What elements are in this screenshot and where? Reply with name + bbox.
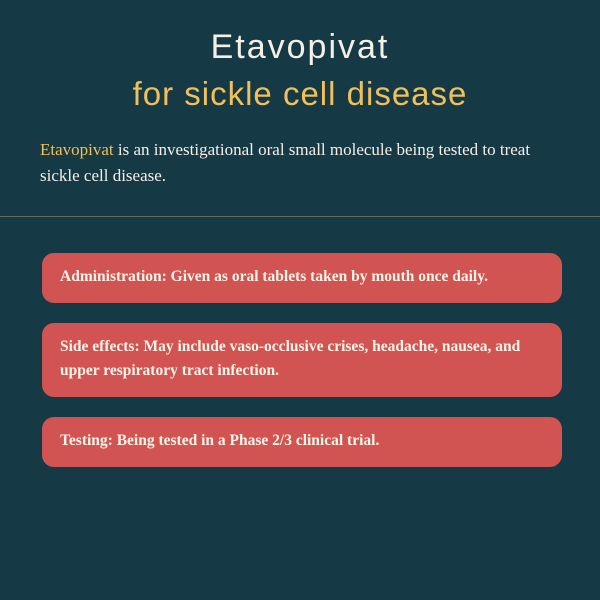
card-label: Testing: — [60, 432, 113, 449]
card-label: Side effects: — [60, 338, 140, 355]
page-subtitle: for sickle cell disease — [0, 75, 600, 113]
card-text: Given as oral tablets taken by mouth onc… — [167, 268, 488, 285]
page-title: Etavopivat — [0, 28, 600, 67]
intro-rest: is an investigational oral small molecul… — [40, 140, 530, 185]
card-administration: Administration: Given as oral tablets ta… — [42, 253, 562, 303]
card-text: Being tested in a Phase 2/3 clinical tri… — [113, 432, 380, 449]
card-side-effects: Side effects: May include vaso-occlusive… — [42, 323, 562, 397]
intro-highlight: Etavopivat — [40, 140, 114, 159]
card-testing: Testing: Being tested in a Phase 2/3 cli… — [42, 417, 562, 467]
infographic-container: Etavopivat for sickle cell disease Etavo… — [0, 0, 600, 600]
card-label: Administration: — [60, 268, 167, 285]
intro-paragraph: Etavopivat is an investigational oral sm… — [0, 113, 600, 216]
cards-group: Administration: Given as oral tablets ta… — [0, 217, 600, 467]
